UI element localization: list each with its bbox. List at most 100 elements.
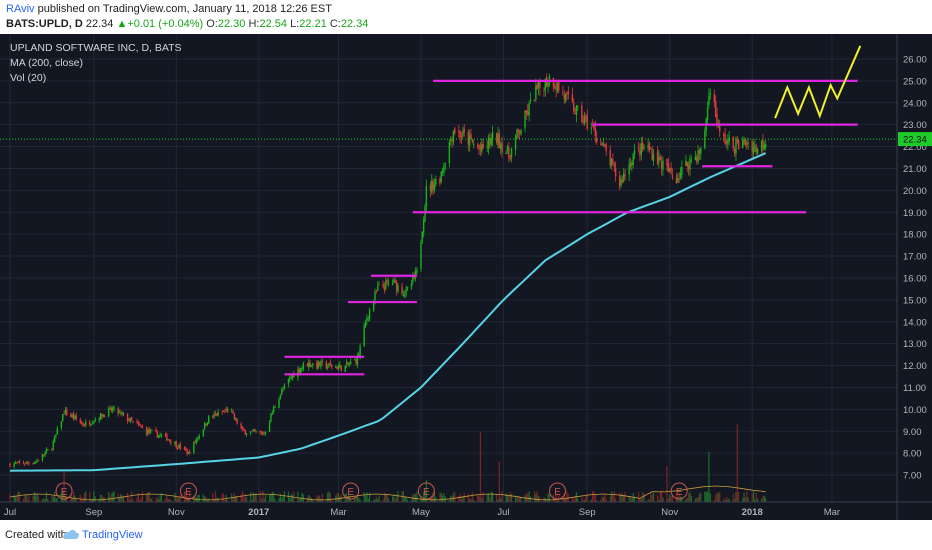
legend-vol[interactable]: Vol (20) — [10, 72, 47, 84]
candle-body — [709, 93, 711, 95]
volume-bar — [241, 491, 244, 502]
volume-bar — [287, 491, 290, 502]
candle-body — [363, 325, 365, 347]
author-link[interactable]: RAviv — [6, 3, 35, 15]
volume-bar — [74, 495, 76, 502]
candle-body — [659, 157, 661, 161]
volume-bar — [498, 462, 500, 502]
volume-bar — [28, 495, 30, 502]
volume-bar — [374, 499, 376, 502]
volume-bar — [382, 499, 384, 502]
volume-bar — [671, 495, 674, 502]
candle-body — [25, 461, 27, 464]
candle-body — [155, 429, 157, 432]
candle-body — [126, 413, 129, 421]
candle-body — [451, 139, 453, 141]
volume-bar — [16, 495, 18, 502]
volume-bar — [75, 498, 77, 502]
volume-bar — [433, 491, 436, 502]
candle-body — [278, 399, 280, 408]
volume-bar — [492, 492, 494, 502]
candle-body — [528, 103, 530, 116]
volume-bar — [700, 493, 702, 502]
chart-pane[interactable]: E E E E E E 7.00 8.00 9.00 10.00 11.00 12.00 13.00 14… — [0, 34, 932, 520]
high-label: H: — [248, 18, 260, 30]
candle-body — [98, 419, 100, 421]
candle-body — [591, 125, 594, 127]
volume-bar — [336, 493, 338, 502]
volume-bar — [236, 496, 238, 502]
volume-bar — [708, 452, 710, 502]
volume-bar — [47, 499, 49, 502]
candle-body — [733, 149, 736, 154]
x-tick-label: 2018 — [742, 507, 763, 518]
candle-body — [282, 389, 284, 391]
candle-body — [185, 448, 187, 451]
volume-bar — [33, 491, 35, 502]
volume-bar — [297, 491, 299, 502]
volume-bar — [558, 493, 560, 502]
volume-bar — [704, 491, 706, 502]
volume-bar — [631, 498, 633, 502]
volume-bar — [546, 499, 548, 502]
candle-body — [420, 241, 422, 269]
candle-body — [751, 141, 753, 152]
candle-body — [335, 366, 337, 368]
candle-body — [274, 406, 276, 408]
volume-bar — [752, 491, 755, 502]
candle-body — [500, 144, 502, 150]
price-chart[interactable]: E E E E E E 7.00 8.00 9.00 10.00 11.00 12.00 13.00 14… — [0, 34, 932, 520]
volume-bar — [355, 496, 357, 502]
volume-bar — [681, 496, 683, 502]
candle-body — [491, 131, 494, 140]
candle-body — [272, 407, 275, 412]
candle-body — [585, 115, 587, 118]
candle-body — [156, 431, 159, 438]
candle-body — [336, 366, 338, 370]
projection-path — [774, 45, 862, 119]
ohlc-line: BATS:UPLD, D 22.34 ▲+0.01 (+0.04%) O:22.… — [6, 18, 368, 30]
candle-body — [555, 86, 557, 90]
y-tick-label: 17.00 — [903, 252, 927, 263]
volume-bar — [244, 494, 246, 502]
volume-bar — [509, 491, 511, 502]
volume-bar — [556, 498, 559, 502]
volume-bar — [383, 492, 386, 502]
volume-bar — [537, 496, 540, 502]
y-tick-label: 8.00 — [903, 449, 922, 460]
close-value: 22.34 — [340, 18, 369, 30]
candle-body — [79, 419, 81, 423]
volume-bar — [9, 493, 11, 502]
volume-bar — [167, 499, 169, 502]
publish-date: published on TradingView.com, January 11… — [34, 3, 332, 15]
volume-bar — [25, 494, 27, 502]
x-tick-label: Sep — [85, 507, 102, 518]
candle-body — [268, 421, 271, 432]
volume-bar — [678, 493, 680, 502]
candle-body — [253, 428, 256, 432]
candle-body — [471, 138, 474, 143]
candle-body — [670, 167, 672, 174]
candle-body — [564, 93, 567, 102]
volume-bar — [217, 497, 219, 502]
candle-body — [632, 154, 634, 166]
candle-body — [308, 362, 310, 368]
candle-body — [406, 286, 409, 289]
volume-bar — [221, 493, 223, 502]
candle-body — [208, 415, 210, 424]
tradingview-link[interactable]: TradingView — [82, 529, 143, 541]
volume-bar — [175, 496, 177, 502]
volume-bar — [36, 493, 38, 502]
volume-bar — [725, 497, 728, 502]
candle-body — [441, 170, 444, 172]
candle-body — [222, 411, 225, 413]
candle-body — [742, 139, 744, 149]
y-tick-label: 20.00 — [903, 186, 927, 197]
last-price-badge — [898, 132, 932, 147]
candle-body — [94, 419, 96, 422]
candle-body — [633, 149, 636, 155]
legend-ma[interactable]: MA (200, close) — [10, 57, 83, 69]
candle-body — [85, 421, 87, 426]
candle-body — [233, 413, 236, 419]
candle-body — [70, 414, 72, 417]
